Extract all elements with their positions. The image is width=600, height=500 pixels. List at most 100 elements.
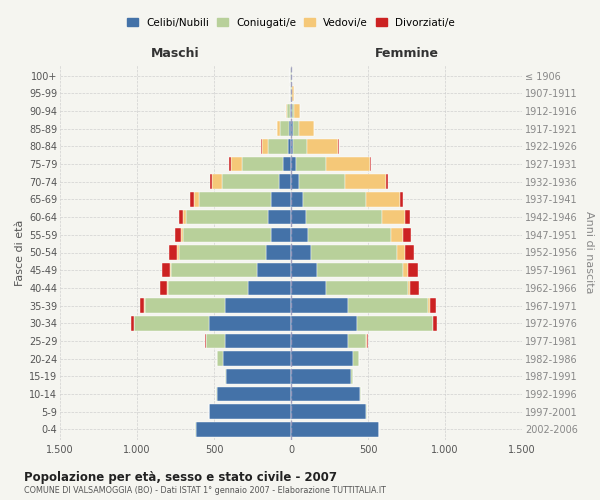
Bar xyxy=(225,298,291,313)
Bar xyxy=(307,139,338,154)
Bar xyxy=(168,280,248,295)
Bar xyxy=(177,245,179,260)
Bar xyxy=(405,245,414,260)
Bar xyxy=(326,157,370,172)
Bar xyxy=(160,280,167,295)
Bar xyxy=(353,352,359,366)
Bar xyxy=(183,228,271,242)
Bar xyxy=(433,316,437,330)
Bar xyxy=(382,210,405,224)
Bar xyxy=(299,174,345,189)
Bar xyxy=(286,104,287,118)
Bar xyxy=(357,316,433,330)
Text: Maschi: Maschi xyxy=(151,46,200,60)
Bar xyxy=(386,174,388,189)
Bar xyxy=(391,228,403,242)
Legend: Celibi/Nubili, Coniugati/e, Vedovi/e, Divorziati/e: Celibi/Nubili, Coniugati/e, Vedovi/e, Di… xyxy=(127,18,455,28)
Bar xyxy=(181,228,183,242)
Bar xyxy=(226,369,291,384)
Bar xyxy=(428,298,430,313)
Bar xyxy=(370,157,371,172)
Bar xyxy=(291,139,293,154)
Bar xyxy=(299,122,314,136)
Bar xyxy=(288,139,291,154)
Bar xyxy=(291,210,307,224)
Bar xyxy=(175,228,181,242)
Bar xyxy=(408,263,418,278)
Bar xyxy=(268,139,288,154)
Bar xyxy=(225,334,291,348)
Bar xyxy=(205,334,206,348)
Bar xyxy=(400,192,403,206)
Bar xyxy=(261,139,262,154)
Bar xyxy=(292,86,293,101)
Bar xyxy=(403,228,411,242)
Bar xyxy=(131,316,134,330)
Y-axis label: Anni di nascita: Anni di nascita xyxy=(584,211,595,294)
Bar xyxy=(291,280,326,295)
Text: COMUNE DI VALSAMOGGIA (BO) - Dati ISTAT 1° gennaio 2007 - Elaborazione TUTTITALI: COMUNE DI VALSAMOGGIA (BO) - Dati ISTAT … xyxy=(24,486,386,495)
Bar xyxy=(223,352,291,366)
Bar xyxy=(405,210,410,224)
Bar xyxy=(289,122,291,136)
Bar xyxy=(291,228,308,242)
Bar xyxy=(217,387,291,402)
Bar xyxy=(293,122,299,136)
Bar xyxy=(212,174,222,189)
Bar xyxy=(293,139,307,154)
Bar xyxy=(140,298,144,313)
Bar xyxy=(348,298,428,313)
Bar xyxy=(367,192,400,206)
Bar xyxy=(257,263,291,278)
Bar xyxy=(290,104,291,118)
Bar xyxy=(403,263,408,278)
Bar xyxy=(169,245,177,260)
Bar xyxy=(278,174,291,189)
Bar xyxy=(291,422,379,436)
Bar xyxy=(171,263,257,278)
Bar xyxy=(296,157,326,172)
Bar xyxy=(167,280,168,295)
Bar xyxy=(291,263,317,278)
Bar xyxy=(291,157,296,172)
Bar xyxy=(397,245,405,260)
Bar xyxy=(307,210,382,224)
Bar xyxy=(209,316,291,330)
Bar xyxy=(410,280,419,295)
Bar xyxy=(351,369,353,384)
Bar xyxy=(248,280,291,295)
Bar xyxy=(360,387,361,402)
Bar xyxy=(291,122,293,136)
Bar xyxy=(291,352,353,366)
Bar xyxy=(291,334,348,348)
Bar xyxy=(294,104,300,118)
Bar xyxy=(308,228,391,242)
Bar xyxy=(408,280,410,295)
Bar xyxy=(291,404,367,419)
Bar xyxy=(145,298,225,313)
Bar xyxy=(348,334,367,348)
Bar xyxy=(196,422,291,436)
Y-axis label: Fasce di età: Fasce di età xyxy=(14,220,25,286)
Bar xyxy=(287,104,290,118)
Bar xyxy=(162,263,170,278)
Bar xyxy=(280,122,289,136)
Bar xyxy=(283,157,291,172)
Bar xyxy=(179,245,266,260)
Bar xyxy=(304,192,367,206)
Bar xyxy=(271,228,291,242)
Bar xyxy=(430,298,436,313)
Bar xyxy=(199,192,271,206)
Bar xyxy=(194,192,199,206)
Bar xyxy=(291,192,304,206)
Bar xyxy=(222,174,278,189)
Bar xyxy=(291,369,351,384)
Bar xyxy=(183,210,186,224)
Bar xyxy=(210,174,212,189)
Bar xyxy=(190,192,194,206)
Bar xyxy=(229,157,231,172)
Bar xyxy=(217,352,223,366)
Bar xyxy=(242,157,283,172)
Bar xyxy=(186,210,268,224)
Bar xyxy=(292,104,294,118)
